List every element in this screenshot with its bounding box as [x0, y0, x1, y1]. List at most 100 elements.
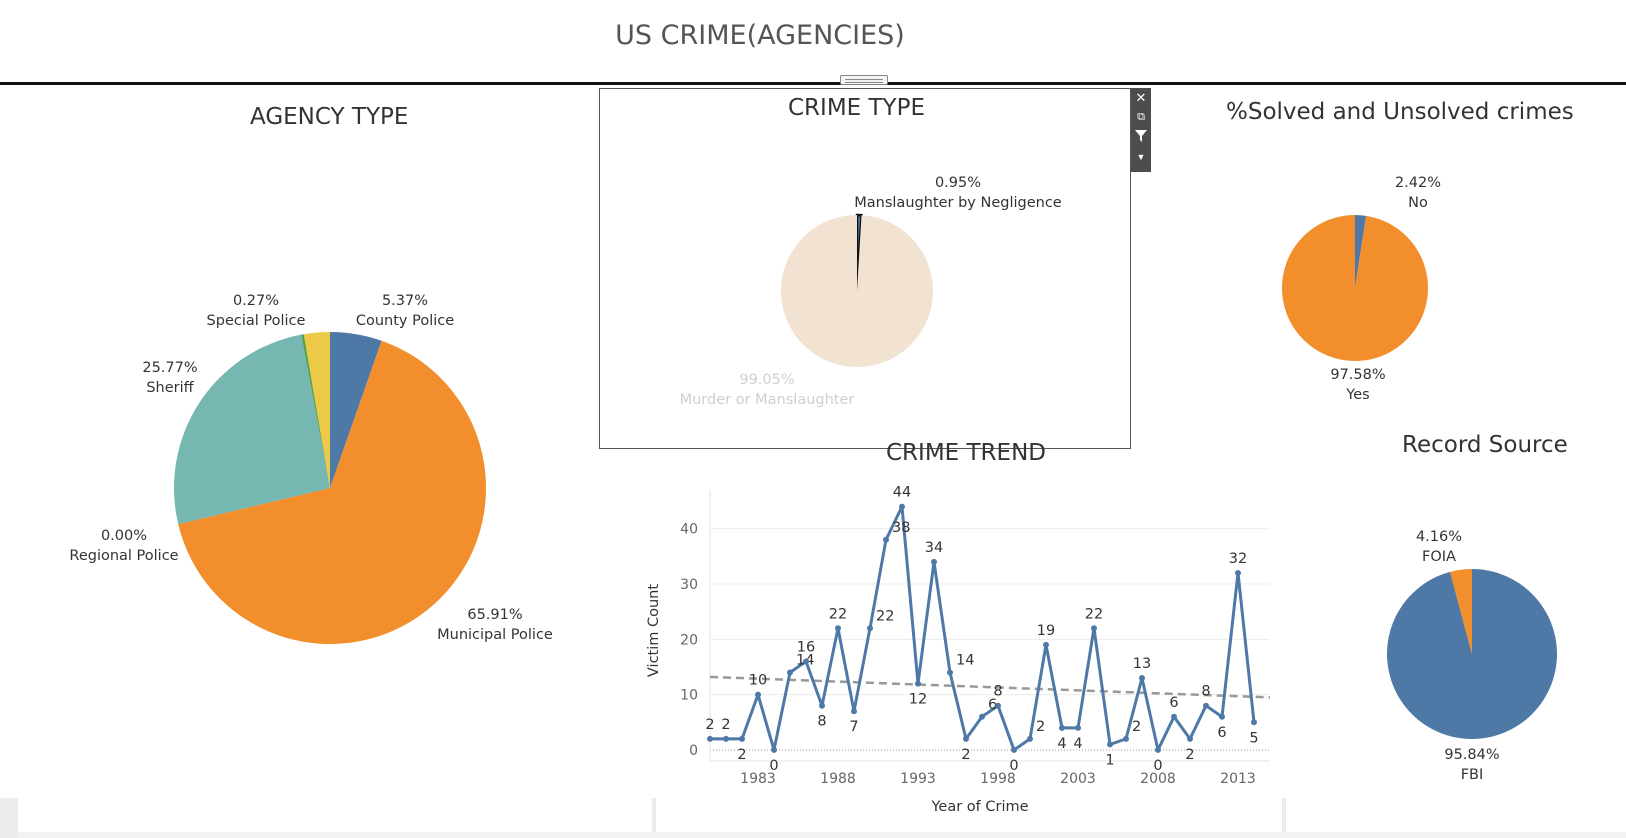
data-label: 7 [849, 719, 858, 735]
data-label: 0 [769, 758, 778, 774]
data-label: 8 [817, 714, 826, 730]
data-point [819, 702, 825, 709]
pie-slice-yes [1282, 215, 1428, 362]
y-tick-label: 0 [689, 743, 698, 759]
data-label: 19 [1037, 623, 1055, 639]
data-point [1155, 746, 1161, 753]
data-label: 22 [876, 608, 894, 624]
slice-name-label: FOIA [1422, 549, 1456, 565]
pie-slice-special-police [301, 334, 330, 488]
data-point [1075, 724, 1081, 731]
data-point [883, 536, 889, 543]
x-tick-label: 1993 [900, 771, 936, 787]
data-point [979, 713, 985, 720]
x-tick-label: 2003 [1060, 771, 1096, 787]
sheet-toolbar: ✕ ⧉ ▼ [1131, 88, 1151, 172]
data-label: 34 [925, 540, 943, 556]
data-label: 22 [829, 606, 847, 622]
data-point [755, 691, 761, 698]
data-point [1011, 746, 1017, 753]
solved-title: %Solved and Unsolved crimes [1226, 99, 1574, 125]
data-point [947, 669, 953, 676]
slice-name-label: Municipal Police [437, 627, 553, 643]
x-tick-label: 2013 [1220, 771, 1256, 787]
slice-value-label: 97.58% [1330, 367, 1385, 383]
close-icon[interactable]: ✕ [1135, 90, 1147, 105]
data-point [1219, 713, 1225, 720]
record-source-pie: 95.84% FBI 4.16% FOIA [1387, 529, 1557, 783]
data-label: 44 [893, 485, 911, 501]
data-label: 14 [956, 653, 974, 669]
x-tick-label: 2008 [1140, 771, 1176, 787]
x-tick-label: 1983 [740, 771, 776, 787]
data-label: 1 [1105, 752, 1114, 768]
data-label: 13 [1133, 656, 1151, 672]
data-point [787, 669, 793, 676]
slice-name-label: Murder or Manslaughter [680, 392, 855, 408]
data-point [707, 735, 713, 742]
pie-slice-murder-or-manslaughter [781, 215, 933, 367]
data-label: 5 [1249, 730, 1258, 746]
data-point [803, 658, 809, 665]
data-label: 0 [1009, 758, 1018, 774]
data-point [1187, 735, 1193, 742]
data-point [931, 558, 937, 565]
data-point [1123, 735, 1129, 742]
y-tick-label: 20 [680, 632, 698, 648]
data-point [723, 735, 729, 742]
slice-name-label: FBI [1461, 767, 1484, 783]
data-point [1107, 741, 1113, 748]
data-label: 16 [797, 639, 815, 655]
slice-value-label: 99.05% [739, 372, 794, 388]
slice-value-label: 65.91% [467, 607, 522, 623]
slice-name-label: Manslaughter by Negligence [854, 195, 1062, 211]
pie-slice-sheriff [174, 334, 330, 525]
agency-type-title: AGENCY TYPE [250, 104, 409, 130]
data-point [1203, 702, 1209, 709]
dropdown-icon[interactable]: ▼ [1136, 152, 1146, 162]
data-point [915, 680, 921, 687]
data-label: 2 [961, 747, 970, 763]
data-label: 12 [909, 692, 927, 708]
data-label: 2 [737, 747, 746, 763]
agency-type-pie: 5.37% County Police 65.91% Municipal Police… [69, 293, 553, 645]
x-axis-title: Year of Crime [930, 799, 1028, 815]
data-point [995, 702, 1001, 709]
data-point [1027, 735, 1033, 742]
drag-handle[interactable] [840, 75, 888, 85]
data-label: 4 [1057, 736, 1066, 752]
data-label: 38 [892, 520, 910, 536]
data-point [1059, 724, 1065, 731]
slice-value-label: 0.00% [101, 528, 147, 544]
slice-value-label: 25.77% [142, 360, 197, 376]
trend-line [709, 675, 1271, 699]
data-point [1091, 625, 1097, 632]
data-label: 4 [1073, 736, 1082, 752]
data-label: 2 [721, 717, 730, 733]
data-point [1251, 719, 1257, 726]
sheet-edge-left [0, 798, 18, 838]
data-label: 2 [705, 717, 714, 733]
slice-value-label: 4.16% [1416, 529, 1462, 545]
sheet-edge-mid [652, 798, 656, 838]
slice-name-label: Regional Police [69, 548, 178, 564]
data-point [1235, 569, 1241, 576]
pop-out-icon[interactable]: ⧉ [1137, 111, 1145, 123]
data-label: 2 [1036, 719, 1045, 735]
crime-type-pie: 0.95% Manslaughter by Negligence 99.05% Mur… [680, 175, 1062, 408]
pie-slice-municipal-police [178, 340, 487, 645]
slice-value-label: 0.95% [935, 175, 981, 191]
solved-unsolved-pie: 2.42% No 97.58% Yes [1282, 175, 1441, 403]
slice-name-label: No [1408, 195, 1428, 211]
data-point [1043, 641, 1049, 648]
data-point [899, 503, 905, 510]
pie-slice-manslaughter-by-negligence [855, 213, 863, 292]
data-point [851, 708, 857, 715]
data-label: 8 [993, 684, 1002, 700]
slice-name-label: County Police [356, 313, 454, 329]
slice-name-label: Sheriff [146, 380, 194, 396]
filter-icon[interactable] [1131, 126, 1151, 146]
slice-value-label: 95.84% [1444, 747, 1499, 763]
data-label: 32 [1229, 551, 1247, 567]
